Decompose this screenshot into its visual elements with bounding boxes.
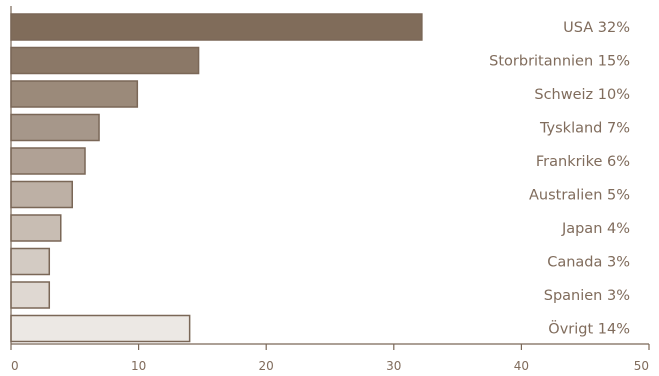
bar-tyskland [10,113,100,142]
x-tick-label: 20 [259,359,274,373]
bar-label: Storbritannien 15% [489,54,630,70]
bar-label: Schweiz 10% [534,87,630,103]
x-axis-ticks-group: 0 10 20 30 40 50 [10,344,650,373]
bar-label: Japan 4% [561,221,630,237]
x-tick-label: 40 [514,359,529,373]
bar-övrigt [10,314,191,343]
bar-frankrike [10,147,86,175]
bar-label: Spanien 3% [544,288,630,304]
bar-canada [10,247,51,276]
bar-label: Frankrike 6% [536,154,630,170]
bar-japan [10,214,62,242]
bar-label: Australien 5% [529,188,630,204]
bar-label: Övrigt 14% [548,320,630,338]
bar-spanien [10,281,51,309]
bar-label: USA 32% [563,20,630,36]
bar-usa [10,13,423,41]
x-tick-label: 0 [11,359,19,373]
x-tick-label: 10 [131,359,146,373]
bar-australien [10,180,73,209]
bar-label: Tyskland 7% [539,121,630,137]
bar-labels-group: USA 32% Storbritannien 15% Schweiz 10% Tysk… [489,20,630,338]
bar-label: Canada 3% [547,255,630,271]
x-tick-label: 50 [634,359,649,373]
x-tick-label: 30 [386,359,401,373]
bars-group [10,13,423,343]
bar-storbritannien [10,46,200,75]
bar-schweiz [10,80,139,108]
